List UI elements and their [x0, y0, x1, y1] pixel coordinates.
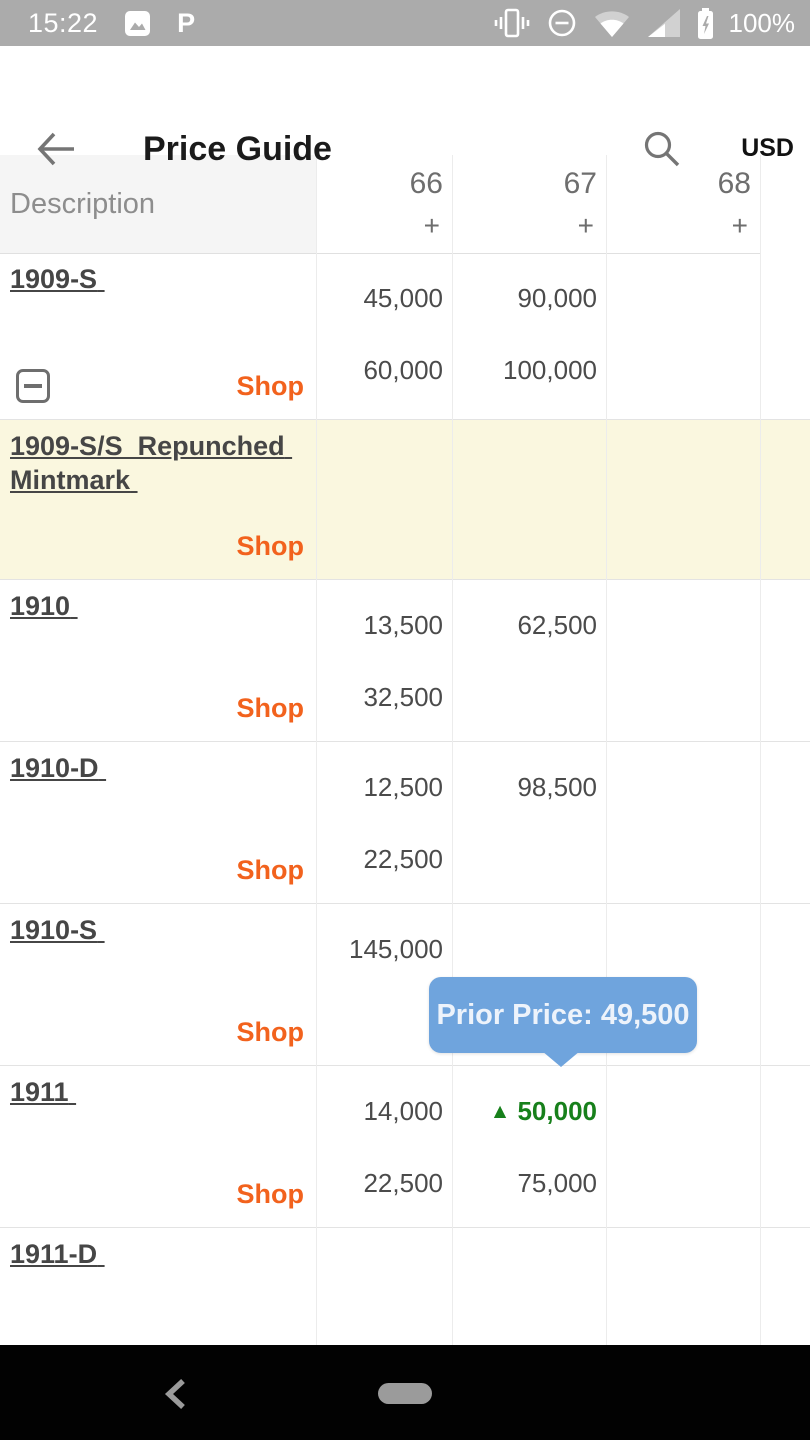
description-column-header: Description — [0, 155, 316, 254]
wifi-icon — [594, 11, 629, 37]
grade-column-header-68: 68 + — [606, 155, 760, 254]
nav-back-chevron-icon[interactable] — [163, 1378, 191, 1410]
search-icon[interactable] — [642, 129, 682, 169]
prior-price-tooltip: Prior Price: 49,500 — [429, 977, 697, 1067]
price-66: 45,000 — [363, 283, 443, 313]
plus-icon: + — [577, 210, 594, 241]
table-row-1909-ss-rpm: 1909-S/S Repunched Mintmark Shop — [0, 420, 810, 580]
back-arrow-icon[interactable] — [36, 130, 76, 168]
shop-link[interactable]: Shop — [236, 531, 305, 561]
page-title: Price Guide — [143, 130, 332, 168]
table-row-1911-d: 1911-D — [0, 1228, 810, 1345]
price-67: 62,500 — [517, 610, 597, 640]
clock: 15:22 — [28, 7, 99, 38]
price-66-plus: 60,000 — [363, 355, 443, 385]
coin-link-1909-s[interactable]: 1909-S — [10, 264, 98, 294]
battery-charging-icon — [697, 7, 713, 39]
plus-icon: + — [731, 210, 748, 241]
currency-selector[interactable]: USD — [741, 134, 794, 162]
price-68 — [606, 281, 760, 315]
table-row-1910-d: 1910-D 12,500 98,500 22,500 Shop — [0, 742, 810, 904]
p-app-notification-icon: P — [177, 7, 196, 38]
coin-link-1911[interactable]: 1911 — [10, 1077, 69, 1107]
app-header: Price Guide USD — [0, 46, 810, 168]
price-67-plus: 75,000 — [517, 1168, 597, 1198]
price-67-changed: ▲ 50,000 — [489, 1096, 597, 1126]
price-67: 98,500 — [517, 772, 597, 802]
home-pill-handle[interactable] — [378, 1383, 432, 1404]
price-66: 13,500 — [363, 610, 443, 640]
grade-column-header-67: 67 + — [452, 155, 606, 254]
coin-link-1909-ss-rpm[interactable]: 1909-S/S Repunched Mintmark — [10, 431, 293, 495]
table-row-1910: 1910 13,500 62,500 32,500 Shop — [0, 580, 810, 742]
battery-percent: 100% — [728, 7, 796, 38]
table-row-1910-s: 1910-S 145,000 Shop Prior Price: 49,500 — [0, 904, 810, 1067]
price-table: Description 66 + 67 + 68 + 1909-S 45,000… — [0, 155, 810, 1345]
price-67: 90,000 — [517, 283, 597, 313]
price-66: 145,000 — [349, 934, 443, 964]
price-67-plus: 100,000 — [503, 355, 597, 385]
price-66-plus: 22,500 — [363, 844, 443, 874]
collapse-row-icon[interactable] — [16, 369, 50, 403]
system-nav-bar — [0, 1345, 810, 1440]
coin-link-1910-s[interactable]: 1910-S — [10, 915, 98, 945]
photo-notification-icon — [125, 10, 151, 36]
shop-link[interactable]: Shop — [236, 1017, 305, 1047]
price-66-plus: 32,500 — [363, 682, 443, 712]
coin-link-1910-d[interactable]: 1910-D — [10, 753, 99, 783]
grade-column-header-66: 66 + — [316, 155, 452, 254]
price-66: 12,500 — [363, 772, 443, 802]
table-row-1909-s: 1909-S 45,000 90,000 60,000 100,000 Shop — [0, 253, 810, 420]
do-not-disturb-icon — [548, 9, 575, 37]
vibrate-icon — [494, 8, 529, 38]
table-row-1911: 1911 14,000 ▲ 50,000 22,500 75,000 Shop — [0, 1066, 810, 1228]
price-66: 14,000 — [363, 1096, 443, 1126]
status-bar: 15:22 P — [0, 0, 810, 46]
shop-link[interactable]: Shop — [236, 1179, 305, 1209]
coin-link-1910[interactable]: 1910 — [10, 591, 71, 621]
tooltip-tail — [542, 1051, 580, 1067]
price-up-arrow-icon: ▲ — [489, 1100, 511, 1123]
column-divider — [606, 155, 607, 1345]
shop-link[interactable]: Shop — [236, 693, 305, 723]
column-divider — [316, 155, 317, 1345]
shop-link[interactable]: Shop — [236, 371, 305, 401]
cellular-signal-icon — [647, 9, 680, 37]
column-divider — [760, 155, 761, 1345]
column-divider — [452, 155, 453, 1345]
price-66-plus: 22,500 — [363, 1168, 443, 1198]
plus-icon: + — [423, 210, 440, 241]
shop-link[interactable]: Shop — [236, 855, 305, 885]
coin-link-1911-d[interactable]: 1911-D — [10, 1239, 98, 1269]
